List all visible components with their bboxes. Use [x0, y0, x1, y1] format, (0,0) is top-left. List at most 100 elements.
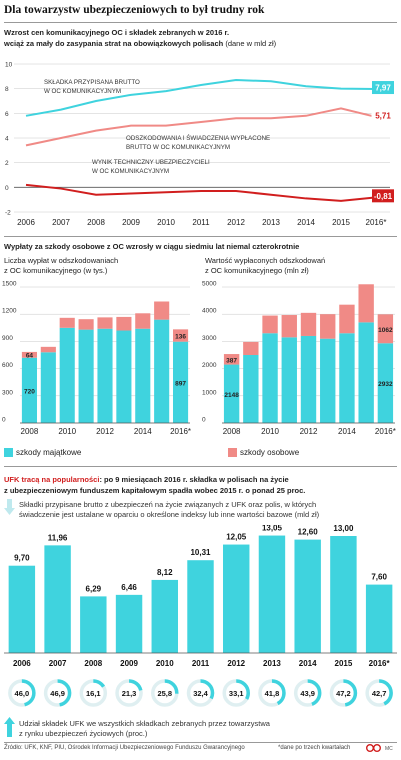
- y-tick-label: 600: [2, 362, 13, 369]
- bar-osobowe: [358, 284, 374, 323]
- bar-ufk: [115, 594, 143, 653]
- data-label-last-osobowe: 1062: [378, 327, 393, 334]
- share-ring: [365, 679, 393, 707]
- legend-label-majatkowe: szkody majątkowe: [16, 448, 82, 457]
- section3-desc-1: Składki przypisane brutto z ubezpieczeń …: [19, 500, 317, 509]
- y-tick-label: 0: [5, 185, 9, 192]
- bar-majatkowe: [21, 357, 37, 423]
- divider-1: [4, 236, 397, 237]
- bar-majatkowe: [377, 343, 394, 423]
- y-tick-label: 900: [2, 335, 13, 342]
- bar-value-label: 12,60: [298, 528, 319, 537]
- share-ring: [8, 679, 36, 707]
- bar-ufk: [8, 565, 36, 653]
- right-subtitle-2: z OC komunikacyjnego (mln zł): [205, 266, 309, 275]
- bar-majatkowe: [223, 364, 240, 423]
- y-tick-label: 4: [5, 136, 9, 143]
- share-ring: [151, 679, 179, 707]
- x-tick-label: 2010: [58, 427, 76, 436]
- bar-majatkowe: [358, 322, 374, 423]
- source-note: Źródło: UFK, KNF, PIU, Ośrodek Informacj…: [4, 745, 245, 751]
- bar-osobowe: [40, 346, 56, 353]
- bar-value-label: 12,05: [226, 533, 247, 542]
- x-tick-label: 2014: [299, 659, 317, 668]
- series-label: BRUTTO W OC KOMUNIKACYJNYM: [126, 144, 230, 151]
- share-ring: [222, 679, 250, 707]
- bar-osobowe: [21, 351, 37, 358]
- x-tick-label: 2016*: [369, 659, 391, 668]
- x-tick-label: 2010: [261, 427, 279, 436]
- bar-majatkowe: [59, 327, 75, 423]
- bar-osobowe: [281, 315, 297, 338]
- x-tick-label: 2011: [192, 659, 210, 668]
- section3-heading-red: UFK tracą na popularności: [4, 475, 100, 484]
- bar-majatkowe: [262, 333, 278, 423]
- line-chart: 10 8 6 4 2 0 -2 2006 2007 2008 2009 2010 2011 2012 201…: [5, 62, 395, 227]
- x-tick-label: 2006: [13, 659, 31, 668]
- share-label: 32,4: [193, 689, 208, 698]
- arrow-down-icon: [4, 499, 15, 515]
- x-tick-label: 2012: [96, 427, 114, 436]
- share-label: 46,0: [15, 689, 30, 698]
- y-tick-label: 0: [202, 417, 206, 424]
- share-ring: [79, 679, 108, 707]
- bar-osobowe: [78, 319, 94, 330]
- series-line: [25, 79, 377, 117]
- y-tick-label: 4000: [202, 308, 217, 315]
- end-label: -0,81: [374, 192, 393, 201]
- bar-majatkowe: [300, 335, 317, 423]
- y-tick-label: 1200: [2, 308, 17, 315]
- share-label: 25,8: [157, 689, 172, 698]
- bar-value-label: 9,70: [14, 554, 30, 563]
- y-tick-label: 2: [5, 160, 9, 167]
- bar-value-label: 13,00: [333, 525, 354, 533]
- bar-osobowe: [262, 315, 278, 334]
- x-tick-label: 2016*: [170, 427, 191, 436]
- divider-2: [4, 466, 397, 467]
- x-tick-label: 2012: [227, 218, 245, 227]
- bar-osobowe: [135, 313, 151, 329]
- y-tick-label: 1000: [202, 389, 217, 396]
- x-tick-label: 2006: [17, 218, 35, 227]
- series-line: [25, 107, 377, 147]
- bar-osobowe: [173, 329, 189, 342]
- section1-heading-1: Wzrost cen komunikacyjnego OC i składek …: [4, 28, 230, 37]
- data-label-first-majatkowe: 2148: [224, 392, 239, 399]
- bar-chart-ufk: 9,70 2006 46,0 11,96 2007 46,9 6,29 2008 16,1 6,4…: [4, 525, 397, 707]
- end-label: 7,97: [375, 84, 391, 93]
- x-tick-label: 2008: [223, 427, 241, 436]
- series-line: [25, 183, 377, 202]
- end-label: 5,71: [375, 111, 391, 120]
- bar-majatkowe: [154, 319, 170, 423]
- share-label: 47,2: [336, 689, 351, 698]
- footnote: *dane po trzech kwartałach: [278, 745, 351, 751]
- x-tick-label: 2012: [300, 427, 318, 436]
- bar-value-label: 7,60: [371, 573, 387, 582]
- series-label: SKŁADKA PRZYPISANA BRUTTO: [44, 79, 140, 86]
- section1-heading-2-bold: wciąż za mały do zasypania strat na obow…: [4, 39, 224, 48]
- x-tick-label: 2010: [157, 218, 175, 227]
- x-tick-label: 2016*: [366, 218, 387, 227]
- end-label-box: [372, 81, 394, 95]
- bar-chart-claims-count: 1500 1200 900 600 300 0 2008 2010 2012 2014 2016* 7…: [2, 281, 191, 437]
- section3-heading-rest1: : po 9 miesiącach 2016 r. składka w poli…: [99, 475, 289, 484]
- y-tick-label: -2: [5, 210, 11, 217]
- share-label: 46,9: [50, 689, 65, 698]
- bar-osobowe: [154, 301, 170, 320]
- bar-majatkowe: [339, 333, 355, 423]
- bar-majatkowe: [281, 337, 297, 423]
- x-tick-label: 2009: [122, 218, 140, 227]
- x-tick-label: 2013: [263, 659, 281, 668]
- share-label: 43,9: [300, 689, 315, 698]
- x-tick-label: 2012: [227, 659, 245, 668]
- share-caption-2: z rynku ubezpieczeń życiowych (proc.): [19, 729, 148, 738]
- bar-osobowe: [300, 312, 317, 336]
- right-subtitle-1: Wartość wypłaconych odszkodowań: [205, 256, 326, 265]
- bar-osobowe: [59, 317, 75, 328]
- bar-value-label: 6,29: [86, 584, 102, 593]
- bar-ufk: [44, 545, 71, 653]
- bar-value-label: 10,31: [190, 548, 211, 557]
- section3-desc-2: świadczenie jest ustalane w oparciu o ok…: [19, 510, 320, 519]
- x-tick-label: 2007: [49, 659, 67, 668]
